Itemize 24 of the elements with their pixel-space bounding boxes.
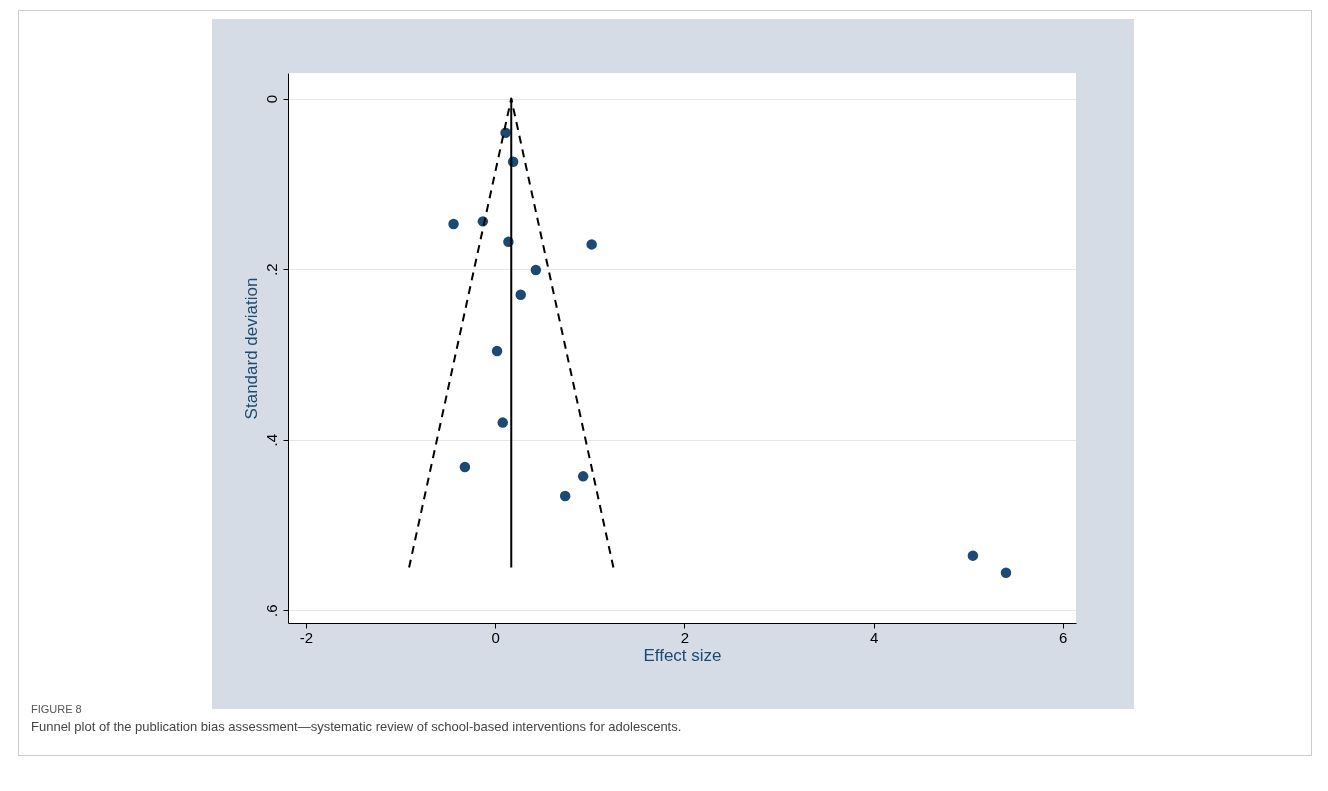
point — [459, 461, 471, 473]
point — [1000, 567, 1012, 578]
x-tick-label: -2 — [299, 628, 314, 646]
point — [497, 417, 508, 428]
point — [577, 471, 589, 482]
point — [448, 218, 459, 230]
x-tick-label: 0 — [491, 628, 500, 646]
y-tick-label: .2 — [262, 263, 280, 276]
x-tick-label: 6 — [1059, 628, 1068, 646]
point — [559, 490, 571, 502]
point — [515, 289, 526, 300]
point — [586, 239, 597, 250]
text: Funnel plot of the publication bias assessment—systematic review of school-based interventions for adolescents. — [31, 719, 682, 734]
y-tick-label: .4 — [262, 433, 280, 447]
x-tick-label: 4 — [869, 628, 879, 646]
y-tick-label: 0 — [262, 94, 280, 104]
y-axis-title: Standard deviation — [241, 277, 261, 420]
y-tick-label: .6 — [262, 604, 280, 617]
point — [530, 264, 542, 276]
x-tick-label: 2 — [680, 628, 690, 646]
x-axis-title: Effect size — [643, 645, 722, 665]
point — [491, 345, 503, 357]
point — [967, 550, 979, 561]
caption: FIGURE 8 — [31, 703, 83, 715]
